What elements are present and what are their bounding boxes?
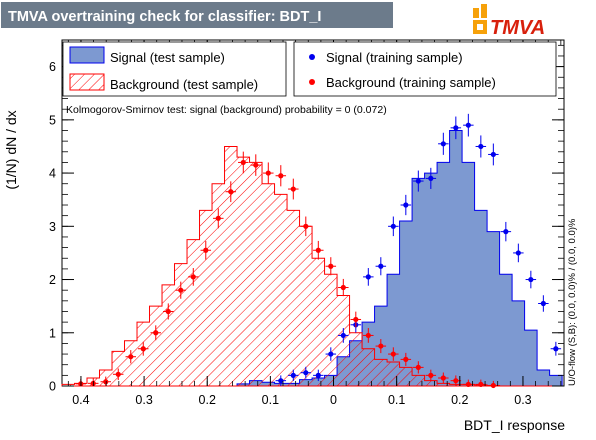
title-bar [1,2,393,28]
x-tick-label: 0 [330,393,337,407]
background-training-point [125,350,137,364]
y-tick-label: 2 [49,273,56,287]
signal-training-point [450,116,462,140]
background-training-point [250,154,262,176]
signal-training-point [488,143,499,166]
legend-marker-signal-training [309,54,315,60]
legend-swatch-signal-test [69,46,105,64]
background-training-point [400,352,412,366]
background-training-point [388,347,399,361]
signal-training-point [288,369,299,382]
x-tick-label: 0.2 [451,393,468,407]
y-tick-label: 4 [49,167,56,181]
x-tick-label: 0.1 [388,393,405,407]
tmva-logo: TMVA [473,4,545,39]
background-training-point [100,376,112,386]
plot-area [61,113,563,389]
background-training-point [350,311,362,328]
logo-text: TMVA [490,17,545,39]
y-tick-label: 6 [49,60,56,74]
signal-training-point [475,135,487,158]
signal-training-point [313,369,324,382]
signal-training-point [388,216,399,237]
background-training-point [300,216,312,237]
signal-training-point [438,132,449,155]
background-training-point [200,240,212,260]
signal-training-point [375,257,387,276]
signal-training-point [463,113,474,137]
signal-training-point [338,328,349,343]
overflow-text: U/O-flow (S,B): (0.0, 0.0)% / (0.0, 0.0)… [567,218,578,386]
series-background-test-histogram [61,145,563,387]
x-axis-title: BDT_I response [464,417,565,433]
background-training-point [150,325,162,341]
background-training-point [213,208,224,229]
background-training-point [325,257,337,276]
legend-box-right [293,41,557,97]
signal-training-point [413,170,424,192]
x-tick-label: 0.2 [199,393,216,407]
signal-training-point [425,167,437,189]
legend-marker-background-training [309,79,315,85]
background-training-point [175,281,187,299]
background-training-point [275,165,287,187]
legend-label-background-training: Background (training sample) [326,75,496,90]
background-training-point [363,328,374,343]
background-training-point [238,151,249,174]
background-training-point [463,379,474,388]
background-training-point [188,268,199,286]
series-background-training-points [75,151,499,389]
background-training-point [475,379,487,388]
background-training-point [113,368,124,381]
background-training-point [288,178,299,200]
background-training-point [225,181,237,203]
signal-training-point [275,375,287,386]
signal-training-point [525,270,537,289]
background-training-point [138,341,149,356]
x-tick-label: 0.4 [72,393,89,407]
background-training-point [413,361,424,374]
signal-training-point [538,295,549,312]
x-tick-label: 0.3 [514,393,531,407]
y-tick-label: 1 [49,326,56,340]
background-training-point [438,372,449,384]
background-training-point [488,380,499,389]
signal-training-point [325,347,337,361]
legend-swatch-background-test [69,73,105,91]
signal-training-point [550,341,562,356]
series-signal-training-points [275,113,562,386]
signal-training-point [300,366,312,379]
signal-training-point [400,194,412,216]
background-training-point [313,240,324,260]
background-training-point [375,339,387,354]
ks-test-text: Kolmogorov-Smirnov test: signal (backgro… [66,104,387,116]
y-tick-label: 3 [49,220,56,234]
signal-training-point [500,221,512,242]
legend-label-signal-training: Signal (training sample) [326,50,463,65]
legend-label-background-test: Background (test sample) [110,77,258,92]
background-training-point [163,303,174,320]
legend-label-signal-test: Signal (test sample) [110,50,225,65]
chart-title: TMVA overtraining check for classifier: … [8,9,321,25]
background-training-point [263,162,274,184]
background-training-point [425,369,437,382]
background-training-point [338,278,349,297]
x-tick-label: 0.1 [262,393,279,407]
x-tick-label: 0.3 [135,393,152,407]
y-tick-label: 0 [49,380,56,394]
y-axis-title: (1/N) dN / dx [3,110,19,189]
signal-training-point [513,243,524,263]
signal-training-point [363,268,374,286]
y-tick-label: 5 [49,113,56,127]
legend: Signal (test sample) Background (test sa… [62,41,557,97]
